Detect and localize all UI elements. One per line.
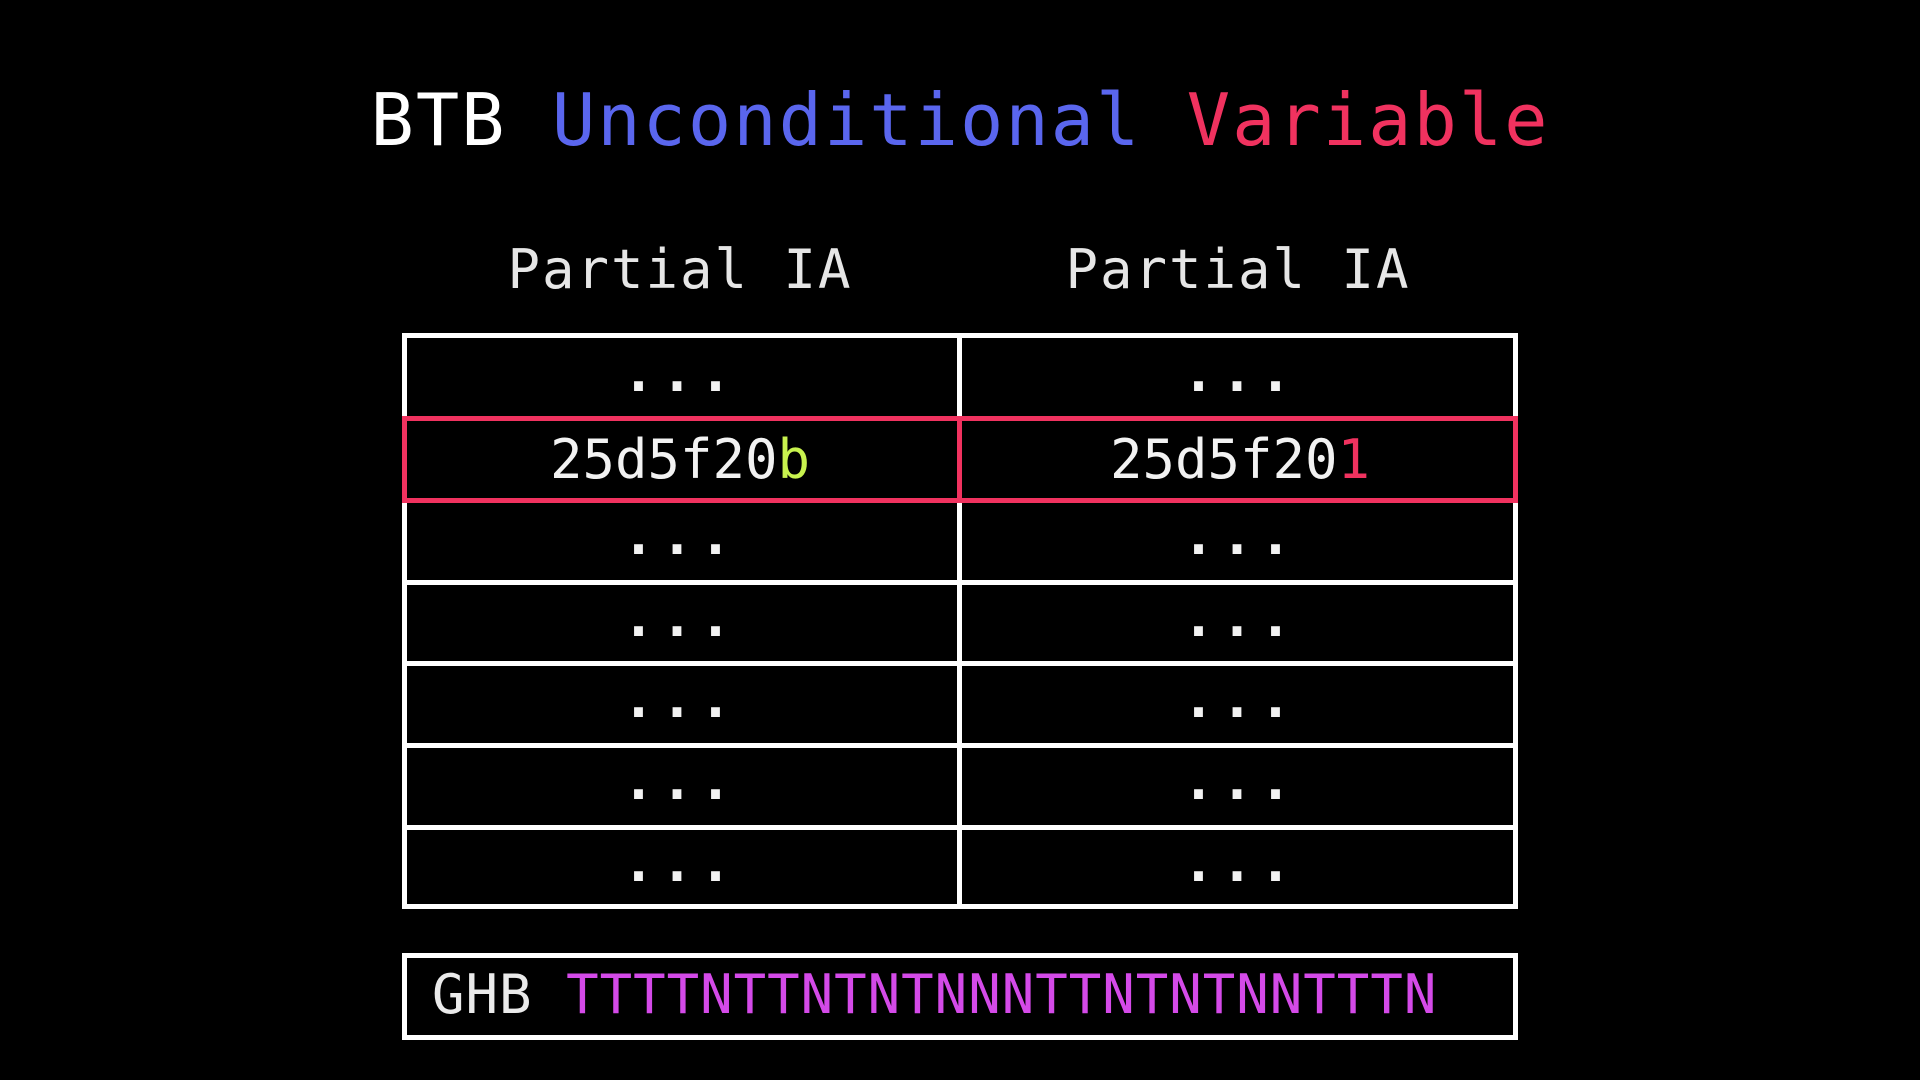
ghb-spacer <box>533 963 567 1026</box>
table-cell-left: ... <box>622 341 738 404</box>
table-cell-right: ... <box>1182 667 1298 730</box>
address-prefix: 25d5f20 <box>549 428 778 491</box>
ghb-line: GHB TTTTNTTNTNTNNNTTNTNTNNTTTN <box>432 955 1437 1035</box>
column-header-left: Partial IA <box>507 238 853 301</box>
table-cell-left: ... <box>622 667 738 730</box>
table-column-divider <box>957 333 962 909</box>
table-cell-right: ... <box>1182 341 1298 404</box>
title-unconditional: Unconditional <box>551 78 1142 162</box>
title-space <box>1141 78 1186 162</box>
table-cell-right: ... <box>1182 504 1298 567</box>
table-cell-left-highlighted: 25d5f20b <box>402 421 958 498</box>
table-cell-left: ... <box>622 749 738 812</box>
title-variable: Variable <box>1186 78 1550 162</box>
row-divider <box>402 580 1518 585</box>
table-cell-right: ... <box>1182 586 1298 649</box>
ghb-history-value: TTTTNTTNTNTNNNTTNTNTNNTTTN <box>566 963 1438 1026</box>
table-cell-right: ... <box>1182 831 1298 894</box>
row-divider <box>402 825 1518 830</box>
ghb-label: GHB <box>432 963 533 1026</box>
highlighted-row-divider <box>957 416 962 503</box>
address-suffix-b: b <box>777 428 811 491</box>
table-cell-left: ... <box>622 586 738 649</box>
row-divider <box>402 661 1518 666</box>
table-cell-left: ... <box>622 831 738 894</box>
address-suffix-1: 1 <box>1337 428 1371 491</box>
table-cell-left: ... <box>622 504 738 567</box>
address-prefix: 25d5f20 <box>1109 428 1338 491</box>
title-btb: BTB <box>370 78 552 162</box>
row-divider <box>402 743 1518 748</box>
slide-title: BTB Unconditional Variable <box>0 75 1920 165</box>
table-cell-right: ... <box>1182 749 1298 812</box>
ghb-box <box>402 953 1518 1040</box>
column-header-right: Partial IA <box>1065 238 1411 301</box>
table-cell-right-highlighted: 25d5f201 <box>962 421 1518 498</box>
